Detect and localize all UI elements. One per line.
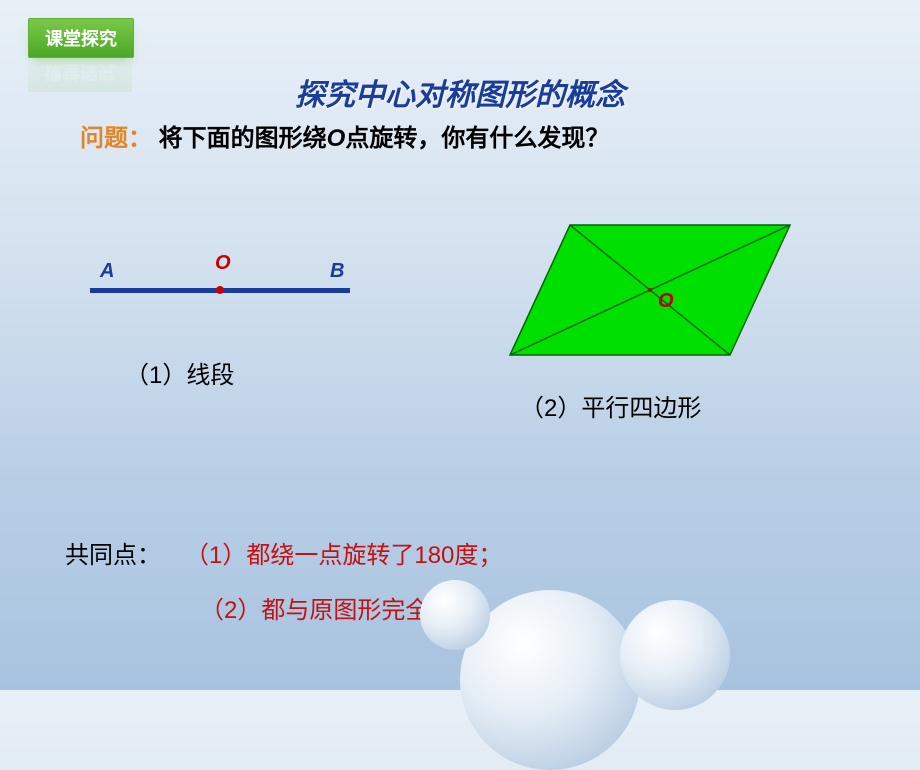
figure1-caption: （1）线段 — [125, 355, 234, 390]
point-o-label: O — [215, 252, 231, 275]
section-badge: 课堂探究 — [28, 18, 134, 58]
center-point — [648, 288, 652, 292]
slide-title: 探究中心对称图形的概念 — [0, 70, 920, 114]
question-label: 问题： — [80, 125, 152, 152]
center-o-label: O — [658, 290, 674, 312]
figure2-caption: （2）平行四边形 — [520, 388, 701, 423]
point-a-label: A — [100, 260, 114, 283]
question-row: 问题： 将下面的图形绕O点旋转，你有什么发现？ — [80, 118, 609, 153]
question-text: 将下面的图形绕O点旋转，你有什么发现？ — [159, 125, 610, 152]
common-label: 共同点： — [65, 535, 161, 570]
badge-label: 课堂探究 — [45, 29, 117, 49]
point-b-label: B — [330, 260, 344, 283]
center-dot — [216, 286, 224, 294]
common-point-2: （2）都与原图形完全重合． — [200, 590, 501, 625]
common-point-1: （1）都绕一点旋转了180度； — [185, 535, 502, 570]
parallelogram-figure: O — [500, 215, 800, 395]
sphere-medium — [620, 600, 730, 710]
figures-area: A O B （1）线段 O （2）平行四边形 — [0, 220, 920, 450]
